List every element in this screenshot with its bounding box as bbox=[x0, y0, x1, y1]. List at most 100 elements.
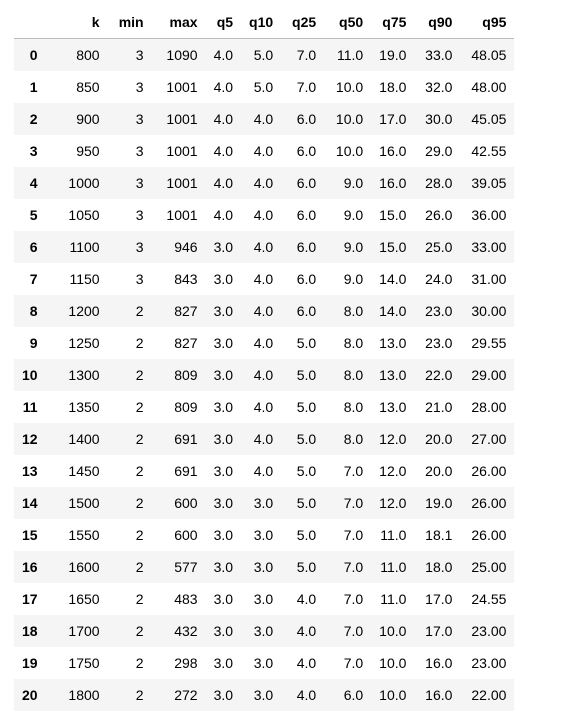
cell-q75: 12.0 bbox=[379, 495, 407, 511]
cell-max: 432 bbox=[174, 623, 198, 639]
cell-q50: 8.0 bbox=[343, 367, 364, 383]
cell-q25: 6.0 bbox=[296, 111, 317, 127]
cell-q90: 22.0 bbox=[425, 367, 453, 383]
cell-max: 827 bbox=[174, 303, 198, 319]
cell-q90: 17.0 bbox=[425, 623, 453, 639]
row-index: 0 bbox=[29, 47, 38, 63]
cell-k: 1300 bbox=[68, 367, 100, 383]
cell-q75: 10.0 bbox=[379, 623, 407, 639]
cell-q75: 11.0 bbox=[380, 527, 407, 543]
table-row: 6 1100 3 946 3.0 4.0 6.0 9.0 15.0 25.0 33.00 bbox=[14, 231, 515, 263]
cell-q95: 30.00 bbox=[471, 303, 507, 319]
row-index: 8 bbox=[29, 303, 38, 319]
cell-q5: 3.0 bbox=[213, 655, 234, 671]
cell-min: 2 bbox=[135, 623, 144, 639]
row-index: 6 bbox=[29, 239, 38, 255]
cell-q5: 4.0 bbox=[213, 143, 234, 159]
cell-q50: 10.0 bbox=[335, 111, 364, 127]
row-index: 2 bbox=[29, 111, 38, 127]
cell-max: 1001 bbox=[166, 79, 198, 95]
cell-q25: 7.0 bbox=[296, 79, 317, 95]
table-row: 14 1500 2 600 3.0 3.0 5.0 7.0 12.0 19.0 26.00 bbox=[14, 487, 515, 519]
cell-q10: 4.0 bbox=[253, 175, 274, 191]
row-index: 15 bbox=[22, 527, 38, 543]
cell-min: 2 bbox=[135, 527, 144, 543]
cell-q10: 4.0 bbox=[253, 239, 274, 255]
cell-q25: 6.0 bbox=[296, 207, 317, 223]
cell-k: 1100 bbox=[69, 239, 100, 255]
table-row: 0 800 3 1090 4.0 5.0 7.0 11.0 19.0 33.0 48.05 bbox=[14, 38, 515, 71]
cell-q95: 22.00 bbox=[471, 687, 507, 703]
cell-q95: 25.00 bbox=[471, 559, 507, 575]
cell-q10: 3.0 bbox=[253, 655, 274, 671]
cell-min: 2 bbox=[135, 591, 144, 607]
cell-q75: 11.0 bbox=[380, 591, 407, 607]
column-header-q50: q50 bbox=[339, 14, 364, 30]
cell-k: 1050 bbox=[68, 207, 100, 223]
cell-k: 1750 bbox=[68, 655, 100, 671]
cell-q95: 23.00 bbox=[471, 655, 507, 671]
cell-q90: 29.0 bbox=[425, 143, 453, 159]
cell-q75: 15.0 bbox=[379, 239, 407, 255]
cell-q10: 5.0 bbox=[253, 47, 274, 63]
cell-k: 1500 bbox=[68, 495, 100, 511]
cell-k: 1150 bbox=[69, 271, 100, 287]
cell-q10: 4.0 bbox=[253, 303, 274, 319]
row-index: 9 bbox=[29, 335, 38, 351]
cell-q25: 5.0 bbox=[296, 463, 317, 479]
cell-q75: 16.0 bbox=[379, 175, 407, 191]
cell-k: 1800 bbox=[68, 687, 100, 703]
cell-q10: 4.0 bbox=[253, 399, 274, 415]
cell-k: 1350 bbox=[68, 399, 100, 415]
cell-max: 1001 bbox=[166, 175, 198, 191]
cell-q90: 24.0 bbox=[425, 271, 453, 287]
row-index: 3 bbox=[29, 143, 38, 159]
cell-q10: 4.0 bbox=[253, 207, 274, 223]
cell-q75: 13.0 bbox=[379, 335, 407, 351]
cell-q95: 33.00 bbox=[471, 239, 507, 255]
cell-q90: 23.0 bbox=[425, 335, 453, 351]
row-index: 11 bbox=[22, 399, 38, 415]
cell-max: 483 bbox=[174, 591, 198, 607]
cell-q10: 3.0 bbox=[253, 559, 274, 575]
cell-q90: 18.0 bbox=[425, 559, 453, 575]
cell-q75: 16.0 bbox=[379, 143, 407, 159]
cell-q5: 3.0 bbox=[213, 431, 234, 447]
cell-q75: 15.0 bbox=[379, 207, 407, 223]
cell-q25: 5.0 bbox=[296, 399, 317, 415]
cell-q10: 5.0 bbox=[253, 79, 274, 95]
cell-k: 1600 bbox=[68, 559, 100, 575]
cell-q95: 29.55 bbox=[471, 335, 507, 351]
cell-k: 1700 bbox=[68, 623, 100, 639]
cell-q25: 6.0 bbox=[296, 239, 317, 255]
cell-k: 1450 bbox=[68, 463, 100, 479]
header-row: k min max q5 q10 q25 q50 q75 q90 q95 bbox=[14, 6, 515, 39]
cell-max: 691 bbox=[174, 431, 198, 447]
table-row: 15 1550 2 600 3.0 3.0 5.0 7.0 11.0 18.1 26.00 bbox=[14, 519, 515, 551]
cell-q10: 3.0 bbox=[253, 527, 274, 543]
cell-q50: 9.0 bbox=[343, 175, 364, 191]
cell-q10: 3.0 bbox=[253, 591, 274, 607]
dataframe-table: k min max q5 q10 q25 q50 q75 q90 q95 0 800 3 1090 4.0… bbox=[14, 6, 515, 711]
cell-k: 850 bbox=[76, 79, 100, 95]
cell-q90: 20.0 bbox=[425, 431, 453, 447]
row-index: 14 bbox=[22, 495, 38, 511]
cell-max: 946 bbox=[174, 239, 198, 255]
cell-min: 3 bbox=[135, 111, 144, 127]
row-index: 13 bbox=[22, 463, 38, 479]
table-row: 9 1250 2 827 3.0 4.0 5.0 8.0 13.0 23.0 29.55 bbox=[14, 327, 515, 359]
cell-q25: 7.0 bbox=[296, 47, 317, 63]
cell-q90: 19.0 bbox=[425, 495, 453, 511]
cell-q5: 3.0 bbox=[213, 463, 234, 479]
cell-min: 3 bbox=[135, 47, 144, 63]
cell-q75: 13.0 bbox=[379, 399, 407, 415]
cell-k: 1400 bbox=[68, 431, 100, 447]
cell-max: 1001 bbox=[166, 111, 198, 127]
cell-min: 3 bbox=[135, 271, 144, 287]
row-index: 5 bbox=[29, 207, 38, 223]
cell-q50: 10.0 bbox=[335, 79, 364, 95]
cell-q5: 4.0 bbox=[213, 207, 234, 223]
column-header-q10: q10 bbox=[249, 14, 274, 30]
cell-q25: 4.0 bbox=[296, 655, 317, 671]
row-index: 1 bbox=[29, 79, 38, 95]
